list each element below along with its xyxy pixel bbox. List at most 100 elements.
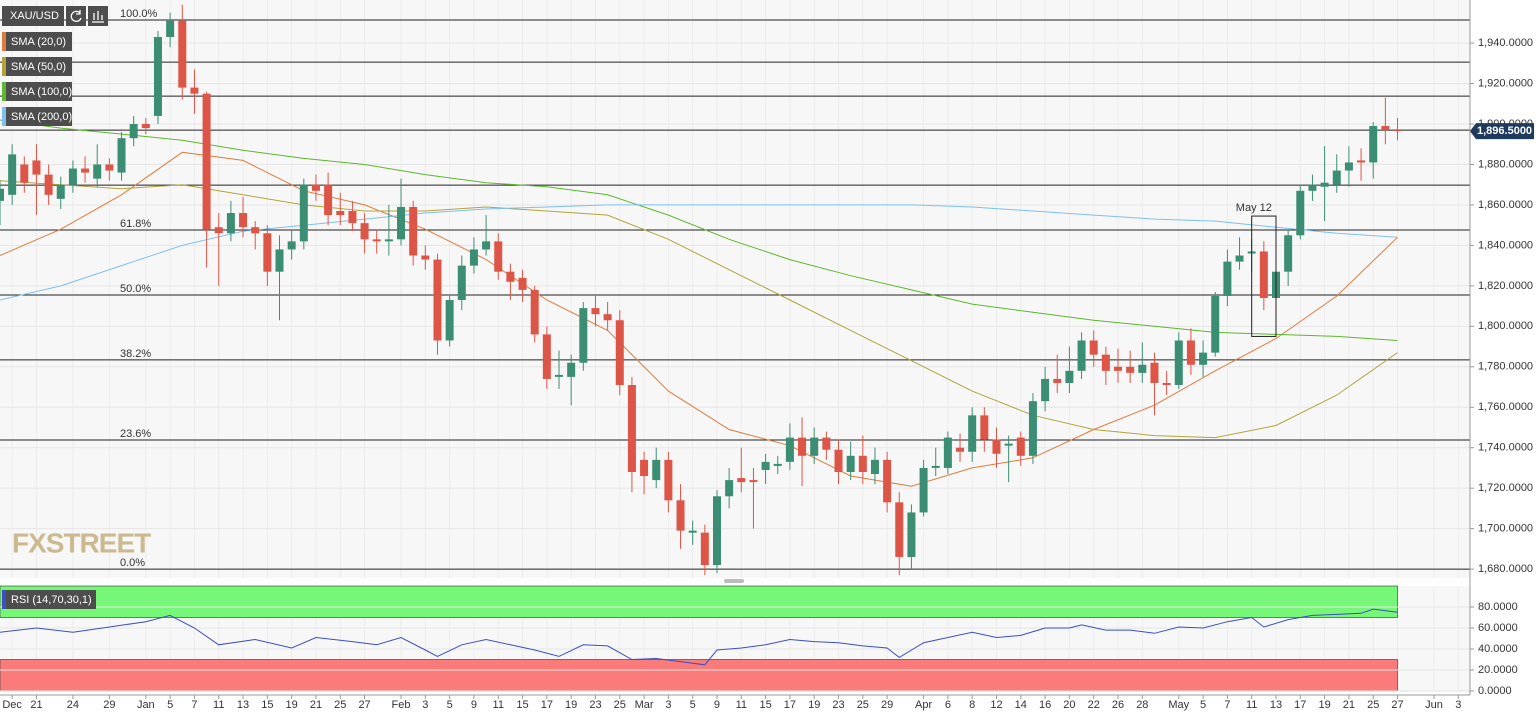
- candle-body: [202, 93, 211, 230]
- x-tick-label: Feb: [392, 699, 411, 711]
- candle-body: [251, 227, 260, 234]
- candle-body: [311, 184, 320, 191]
- candle-body: [700, 532, 709, 566]
- x-tick-label: 29: [881, 699, 893, 711]
- candle-body: [1344, 162, 1353, 171]
- candle-body: [372, 239, 381, 242]
- fib-label: 61.8%: [120, 218, 151, 230]
- candle-body: [214, 227, 223, 234]
- x-tick-label: 3: [665, 699, 671, 711]
- x-tick-label: 17: [784, 699, 796, 711]
- x-tick-label: 5: [690, 699, 696, 711]
- sma-line: [0, 180, 1398, 439]
- x-tick-label: 6: [945, 699, 951, 711]
- candle-body: [1077, 340, 1086, 371]
- x-tick-label: 21: [1343, 699, 1355, 711]
- x-tick-label: 19: [286, 699, 298, 711]
- candle-body: [1101, 354, 1110, 371]
- candle-body: [591, 308, 600, 315]
- candle-body: [1114, 366, 1123, 371]
- last-price-label: 1,896.5000: [1477, 125, 1532, 137]
- x-tick-label: May: [1168, 699, 1189, 711]
- pane-handle[interactable]: [724, 579, 744, 583]
- candle-body: [494, 241, 503, 272]
- x-tick-label: 7: [1224, 699, 1230, 711]
- candle-body: [44, 174, 53, 195]
- candle-body: [1381, 126, 1390, 131]
- refresh-button[interactable]: [66, 6, 86, 26]
- x-tick-label: Dec: [2, 699, 22, 711]
- y-tick-label: 1,720.0000: [1478, 482, 1533, 494]
- candle-body: [1308, 184, 1317, 191]
- candle-body: [93, 164, 102, 179]
- x-tick-label: 13: [1270, 699, 1282, 711]
- x-tick-label: 5: [167, 699, 173, 711]
- candle-body: [384, 239, 393, 242]
- candle-body: [433, 259, 442, 341]
- x-tick-label: 26: [1112, 699, 1124, 711]
- x-tick-label: 11: [493, 699, 504, 711]
- y-tick-label: 1,940.0000: [1478, 37, 1533, 49]
- candle-body: [324, 184, 333, 216]
- candle-body: [20, 164, 29, 183]
- candle-body: [190, 87, 199, 94]
- candle-body: [117, 138, 126, 173]
- legend-box: [2, 57, 72, 76]
- y-tick-label: 1,800.0000: [1478, 320, 1533, 332]
- candle-body: [1369, 126, 1378, 163]
- x-tick-label: 19: [808, 699, 820, 711]
- candle-body: [226, 213, 235, 234]
- candle-body: [263, 233, 272, 272]
- x-tick-label: 27: [358, 699, 370, 711]
- candle-body: [1065, 370, 1074, 383]
- candle-body: [397, 206, 406, 240]
- candle-body: [603, 314, 612, 321]
- x-tick-label: 19: [1318, 699, 1330, 711]
- x-tick-label: 21: [30, 699, 42, 711]
- candle-body: [0, 188, 4, 201]
- candle-body: [68, 168, 77, 185]
- candle-body: [482, 241, 491, 250]
- x-tick-label: 23: [589, 699, 601, 711]
- x-tick-label: 25: [614, 699, 626, 711]
- y-tick-label: 1,860.0000: [1478, 199, 1533, 211]
- candle-body: [749, 480, 758, 483]
- candle-body: [1235, 255, 1244, 262]
- candle-body: [1259, 251, 1268, 299]
- candle-body: [761, 461, 770, 470]
- sma-line: [0, 151, 1398, 487]
- candle-body: [421, 255, 430, 260]
- candle-body: [968, 415, 977, 452]
- candle-body: [1211, 295, 1220, 353]
- x-tick-label: 3: [422, 699, 428, 711]
- y-tick-label: 1,780.0000: [1478, 361, 1533, 373]
- x-tick-label: 23: [832, 699, 844, 711]
- candle-body: [798, 437, 807, 456]
- legend-box: [2, 82, 72, 101]
- legend-swatch: [2, 107, 6, 126]
- chart-type-icon: [92, 11, 104, 23]
- candle-body: [664, 459, 673, 501]
- candle-body: [712, 496, 721, 566]
- sma-line: [0, 119, 1398, 341]
- candle-body: [858, 455, 867, 472]
- toolbar: XAU/USD: [2, 6, 108, 26]
- fib-label: 50.0%: [120, 283, 151, 295]
- y-tick-label: 40.0000: [1478, 643, 1518, 655]
- legend-box: [2, 107, 72, 126]
- candle-body: [555, 374, 564, 377]
- x-tick-label: 28: [1136, 699, 1148, 711]
- y-tick-label: 1,820.0000: [1478, 280, 1533, 292]
- symbol-box[interactable]: [2, 6, 64, 26]
- candle-body: [1223, 261, 1232, 296]
- candle-body: [518, 277, 527, 290]
- last-price-box: [1470, 123, 1534, 140]
- fib-label: 23.6%: [120, 428, 151, 440]
- plot-background: [0, 0, 1470, 578]
- candle-body: [725, 480, 734, 497]
- legend-label: SMA (200,0): [11, 111, 72, 123]
- candle-body: [567, 362, 576, 377]
- x-tick-label: 12: [990, 699, 1002, 711]
- legend-label: SMA (50,0): [11, 61, 66, 73]
- sma-line: [0, 204, 1398, 301]
